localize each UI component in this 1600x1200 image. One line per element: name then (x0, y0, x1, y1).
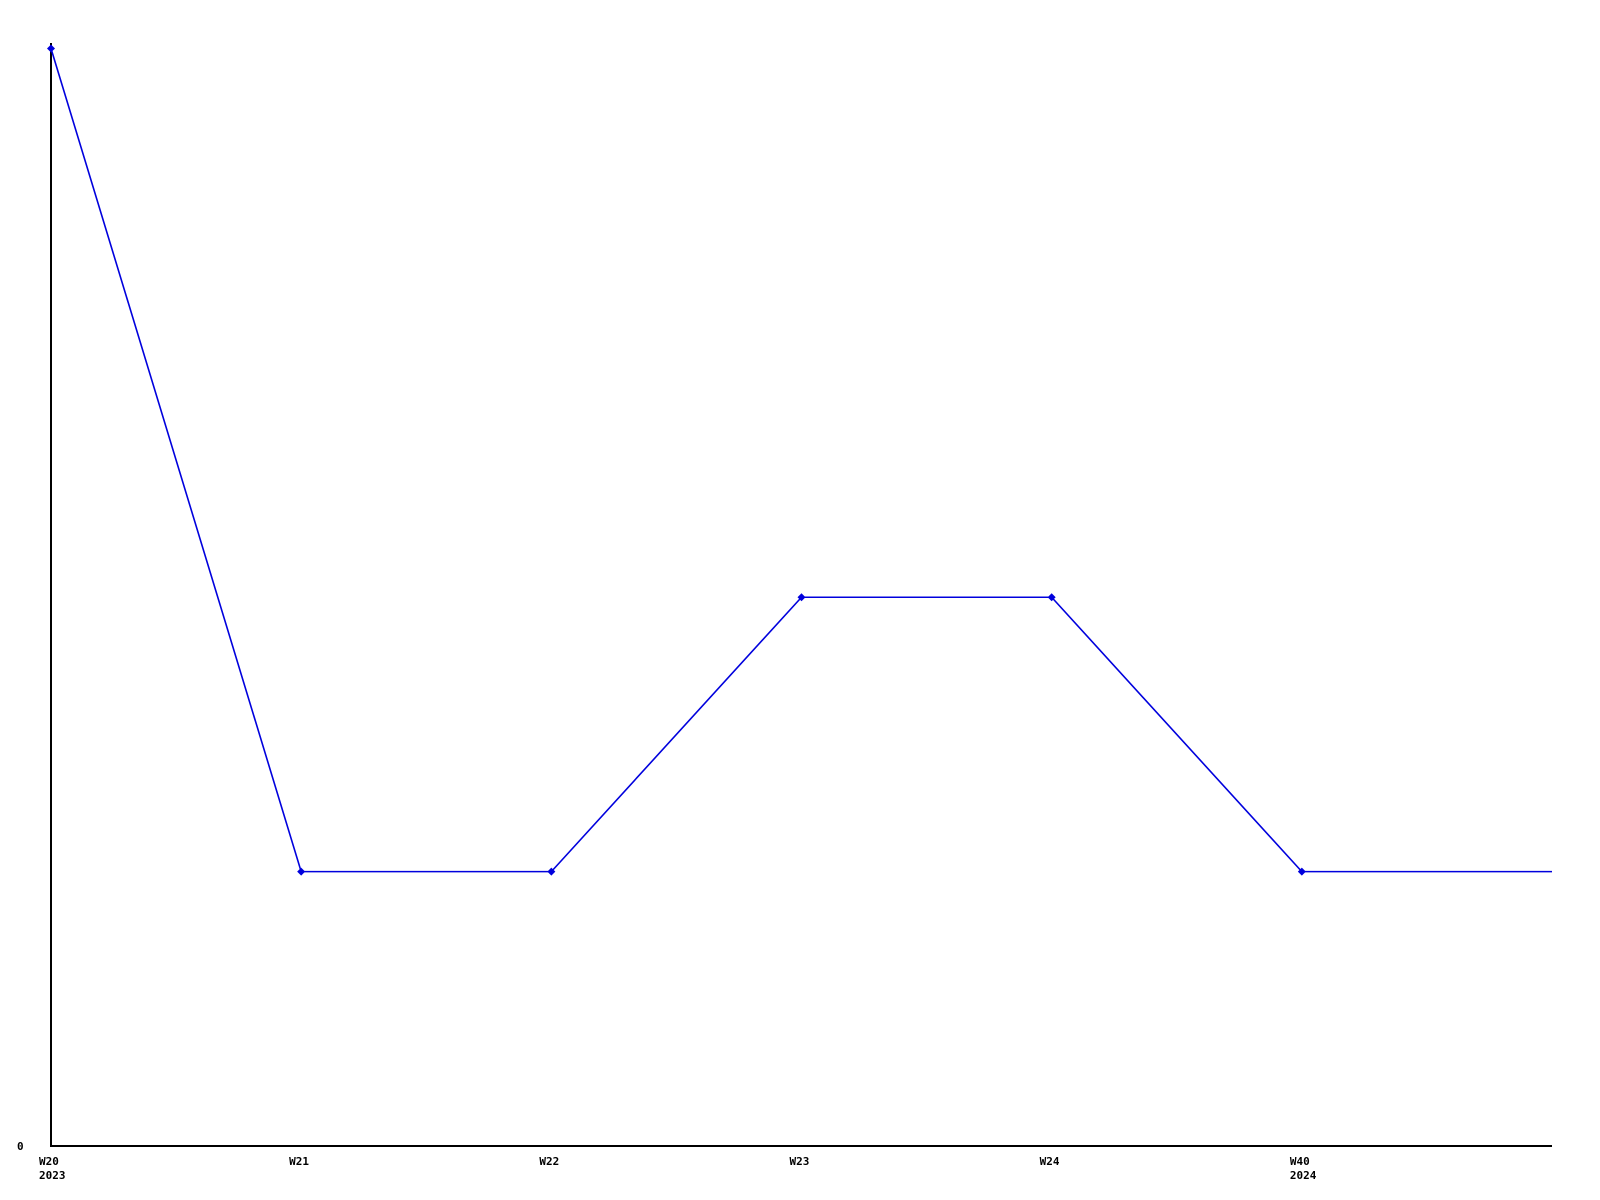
axes (50, 43, 1552, 1147)
data-point-marker (1047, 593, 1056, 602)
data-point-marker (47, 44, 55, 53)
data-point-marker (797, 593, 806, 602)
y-axis-zero-label: 0 (17, 1140, 24, 1153)
x-tick-label: W22 (539, 1155, 560, 1168)
data-line (50, 48, 1552, 873)
data-point-marker (297, 867, 306, 876)
x-tick-label: W21 (289, 1155, 310, 1168)
data-point-marker (1297, 867, 1306, 876)
x-tick-label: W24 (1039, 1155, 1060, 1168)
x-tick-label: W20 2023 (39, 1155, 66, 1182)
x-tick-label: W23 (789, 1155, 810, 1168)
data-point-marker (547, 867, 556, 876)
x-tick-label: W40 2024 (1289, 1155, 1317, 1182)
data-point-markers (47, 44, 1306, 876)
